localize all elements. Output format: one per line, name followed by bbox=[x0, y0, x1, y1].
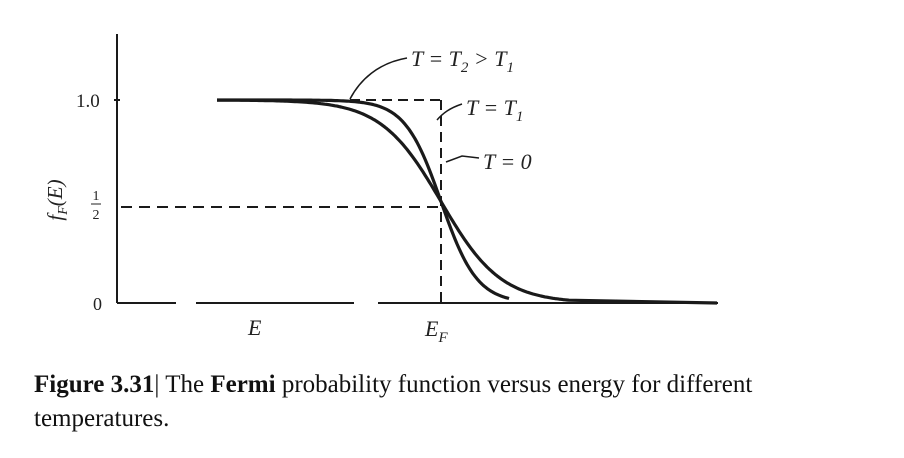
annotation-t0: T = 0 bbox=[483, 149, 532, 174]
caption-post: probability function versus energy for d… bbox=[34, 371, 753, 432]
y-axis-label: fF(E) bbox=[43, 179, 71, 220]
svg-text:2: 2 bbox=[93, 208, 100, 223]
y-tick-label-1: 1.0 bbox=[76, 91, 100, 112]
y-tick-label-0: 0 bbox=[93, 294, 102, 314]
svg-text:fF(E): fF(E) bbox=[43, 179, 71, 220]
y-tick-label-half: 1 2 bbox=[91, 189, 101, 223]
caption-bold-word: Fermi bbox=[210, 371, 276, 398]
annotation-t2-leader bbox=[349, 57, 408, 100]
curve-t-t-1 bbox=[217, 98, 510, 301]
x-tick-label-ef: EF bbox=[424, 316, 448, 346]
annotation-t2: T = T2 > T1 bbox=[411, 46, 514, 76]
caption-label: Figure 3.31 bbox=[34, 371, 155, 398]
caption-pre: The bbox=[165, 371, 205, 398]
svg-text:1: 1 bbox=[93, 189, 100, 204]
annotation-t1-leader bbox=[436, 103, 463, 121]
annotation-t0-leader bbox=[445, 155, 480, 163]
x-axis-label: E bbox=[247, 315, 262, 340]
figure-caption: Figure 3.31| The Fermi probability funct… bbox=[34, 368, 754, 436]
caption-sep: | bbox=[154, 371, 160, 398]
annotation-t1: T = T1 bbox=[466, 95, 523, 125]
curve-t-t-2-t-1 bbox=[217, 98, 718, 305]
curves-group bbox=[217, 98, 718, 305]
